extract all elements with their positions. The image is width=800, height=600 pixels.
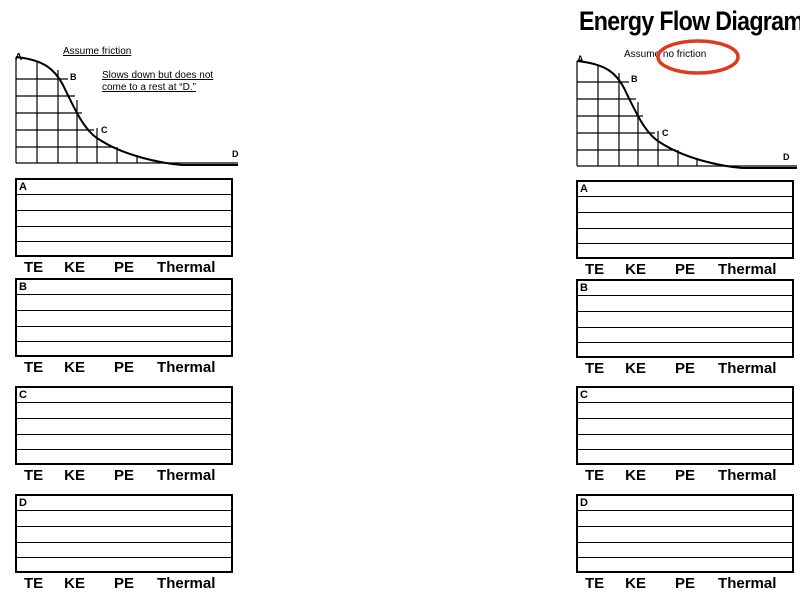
energy-box-b-right[interactable]: B — [576, 279, 794, 358]
energy-box-a-right[interactable]: A — [576, 180, 794, 259]
box-label: C — [19, 389, 27, 401]
box-label: A — [19, 181, 27, 193]
energy-labels-d-left: TE KE PE Thermal — [24, 575, 216, 592]
box-label: C — [580, 389, 588, 401]
red-circle-annotation — [656, 39, 740, 75]
point-c-label: C — [101, 125, 108, 135]
energy-box-c-right[interactable]: C — [576, 386, 794, 465]
energy-box-d-right[interactable]: D — [576, 494, 794, 573]
track-diagram-right: A B C D — [576, 54, 797, 169]
point-b-label: B — [631, 74, 638, 84]
energy-box-c-left[interactable]: C — [15, 386, 233, 465]
box-label: B — [19, 281, 27, 293]
box-label: B — [580, 282, 588, 294]
energy-labels-c-left: TE KE PE Thermal — [24, 467, 216, 484]
point-d-label: D — [232, 149, 239, 159]
note-line-1: Slows down but does not — [102, 70, 214, 81]
point-a-label: A — [577, 54, 584, 64]
energy-labels-a-right: TE KE PE Thermal — [585, 261, 777, 278]
track-diagram-left: A B C D — [15, 52, 239, 166]
energy-labels-a-left: TE KE PE Thermal — [24, 259, 216, 276]
assumption-no-friction: Assume no friction — [624, 49, 707, 60]
point-c-label: C — [662, 128, 669, 138]
point-a-label: A — [15, 52, 22, 63]
point-d-label: D — [783, 152, 790, 162]
page-title: Energy Flow Diagrams — [579, 6, 800, 36]
box-label: D — [19, 497, 27, 509]
energy-box-d-left[interactable]: D — [15, 494, 233, 573]
box-label: A — [580, 183, 588, 195]
energy-labels-c-right: TE KE PE Thermal — [585, 467, 777, 484]
assumption-friction: Assume friction — [63, 46, 132, 57]
point-b-label: B — [70, 72, 77, 82]
box-label: D — [580, 497, 588, 509]
energy-labels-b-left: TE KE PE Thermal — [24, 359, 216, 376]
energy-box-b-left[interactable]: B — [15, 278, 233, 357]
energy-box-a-left[interactable]: A — [15, 178, 233, 257]
note-line-2: come to a rest at “D.” — [102, 82, 196, 93]
energy-labels-d-right: TE KE PE Thermal — [585, 575, 777, 592]
energy-labels-b-right: TE KE PE Thermal — [585, 360, 777, 377]
